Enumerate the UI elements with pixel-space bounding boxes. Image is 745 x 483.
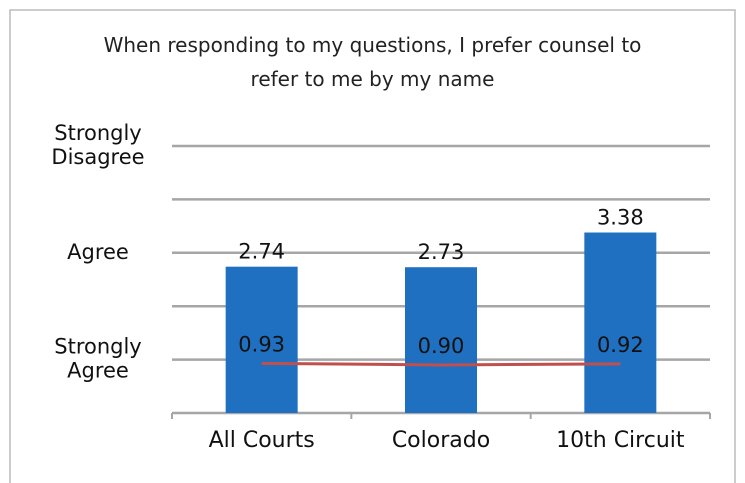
x-tick-label: Colorado [392,428,490,453]
bar [225,266,298,413]
data-label: 0.93 [238,332,285,356]
y-tick-label: Strongly Agree [54,335,142,383]
data-label: 2.73 [418,240,465,264]
y-tick-label: Strongly Disagree [51,121,144,169]
data-label: 0.90 [418,334,465,358]
data-label: 0.92 [597,333,644,357]
data-label: 2.74 [238,240,285,264]
x-tick-label: All Courts [209,428,315,453]
x-tick-label: 10th Circuit [556,428,685,453]
chart-title: When responding to my questions, I prefe… [103,33,642,91]
bar [584,232,657,413]
bar [405,267,477,413]
chart-frame [9,9,736,483]
data-label: 3.38 [597,206,644,230]
line [261,361,621,367]
y-tick-label: Agree [67,240,129,264]
